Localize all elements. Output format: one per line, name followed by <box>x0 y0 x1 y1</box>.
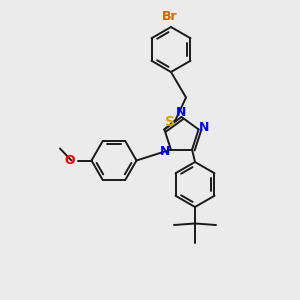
Text: N: N <box>160 145 170 158</box>
Text: Br: Br <box>162 11 177 23</box>
Text: O: O <box>64 154 75 167</box>
Text: N: N <box>199 122 209 134</box>
Text: S: S <box>165 115 175 128</box>
Text: N: N <box>176 106 187 119</box>
